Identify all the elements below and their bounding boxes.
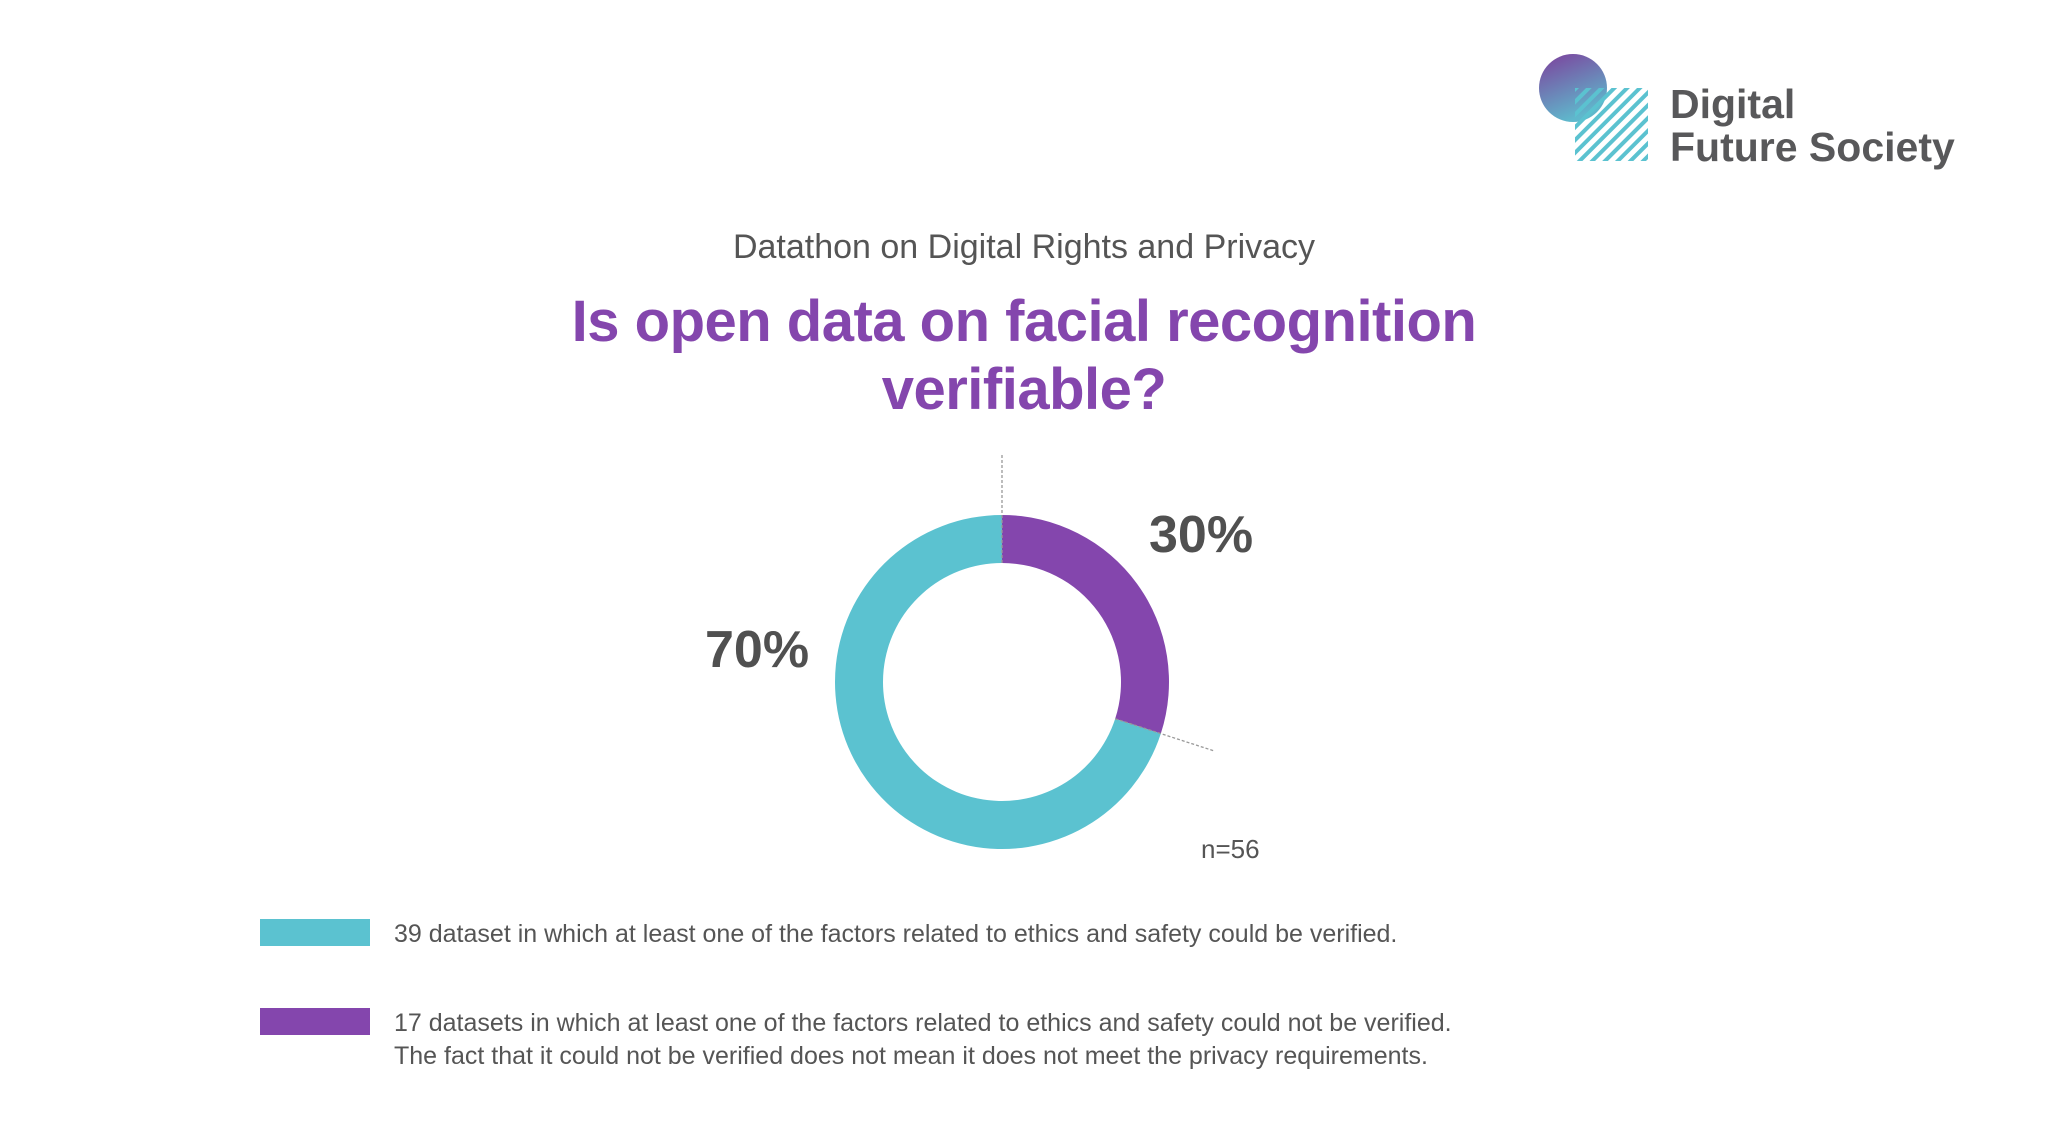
sample-size-label: n=56 bbox=[1201, 834, 1260, 864]
legend-swatch-not-verified bbox=[260, 1008, 370, 1035]
chart-title-line1: Is open data on facial recognition bbox=[571, 289, 1477, 354]
legend-swatch-verified bbox=[260, 919, 370, 946]
legend-item-verified: 39 dataset in which at least one of the … bbox=[394, 918, 1397, 951]
slice-divider-line bbox=[1114, 718, 1216, 752]
chart-subtitle: Datathon on Digital Rights and Privacy bbox=[732, 228, 1316, 266]
data-label-70: 70% bbox=[705, 621, 810, 679]
donut-slice-30 bbox=[1002, 515, 1169, 734]
data-label-30: 30% bbox=[1149, 506, 1254, 564]
legend-text: 17 datasets in which at least one of the… bbox=[394, 1009, 1452, 1037]
legend-text: 39 dataset in which at least one of the … bbox=[394, 920, 1398, 948]
logo-text-line2: Future Society bbox=[1670, 124, 1955, 170]
donut-slice-70 bbox=[834, 515, 1161, 849]
logo: Digital Future Society bbox=[1535, 50, 1975, 170]
logo-text-line1: Digital bbox=[1670, 81, 1796, 127]
legend-item-not-verified: 17 datasets in which at least one of the… bbox=[394, 1007, 1452, 1073]
logo-mark-icon bbox=[1539, 54, 1648, 161]
chart-title-line2: verifiable? bbox=[881, 357, 1167, 422]
chart-title: Is open data on facial recognition verif… bbox=[0, 288, 2048, 424]
legend-text: The fact that it could not be verified d… bbox=[394, 1042, 1428, 1070]
